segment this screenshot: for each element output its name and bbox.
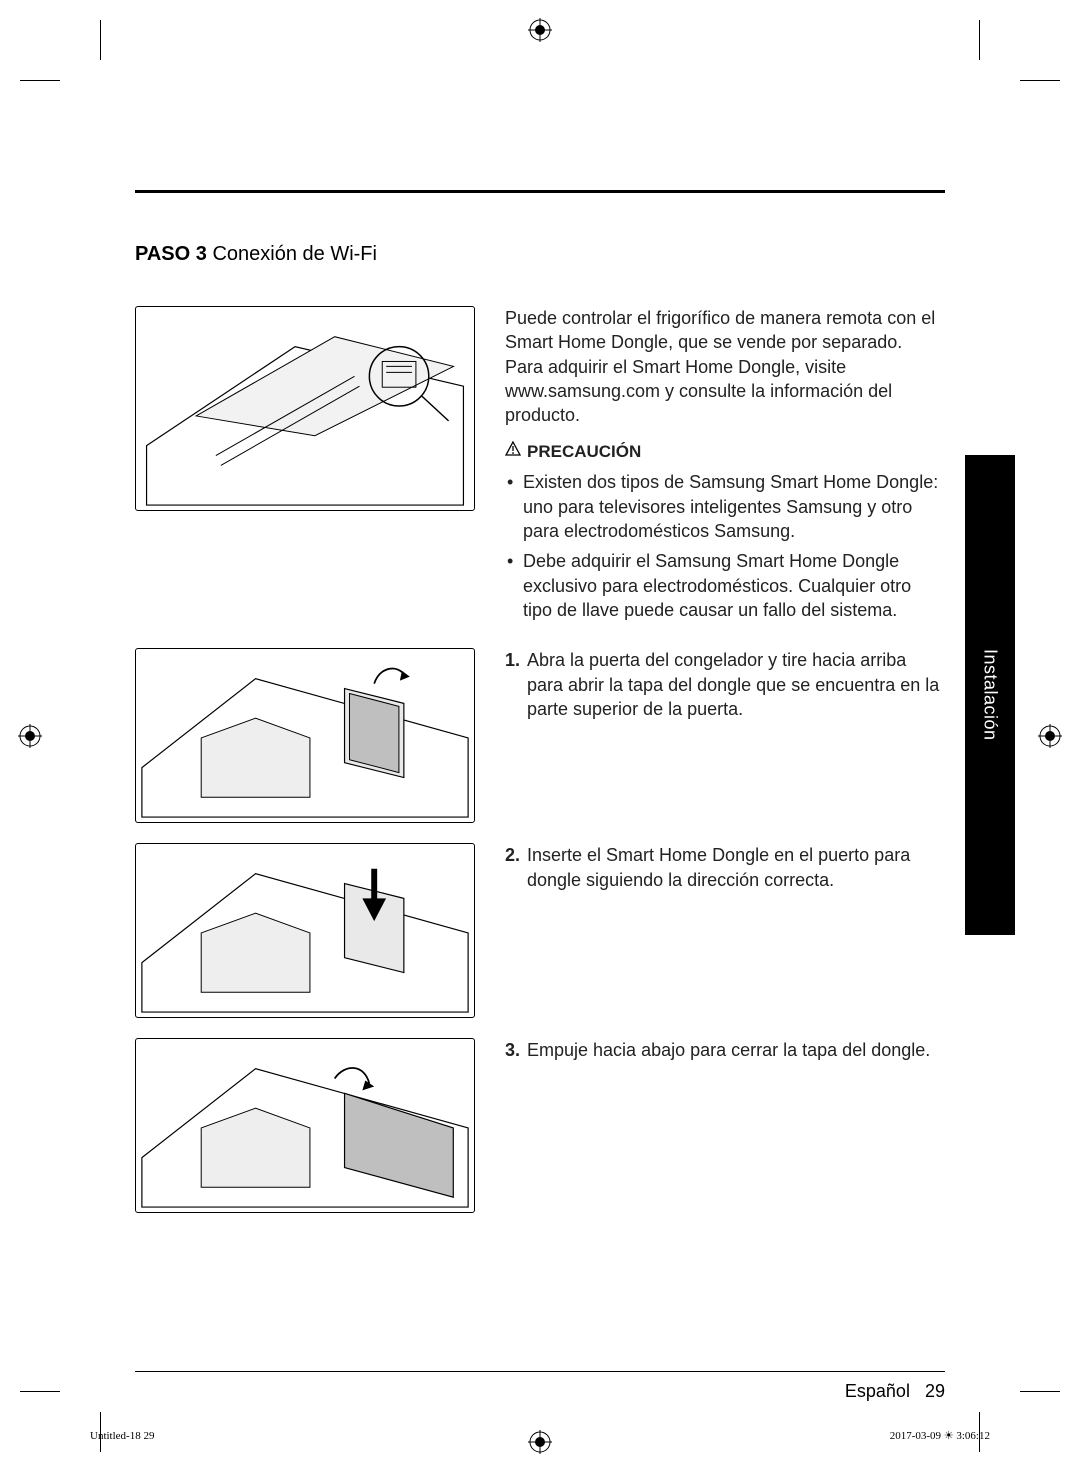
crop-tick bbox=[20, 1391, 60, 1392]
figure-2-container bbox=[135, 648, 475, 823]
page-content: PASO 3 Conexión de Wi-Fi Puede controlar… bbox=[135, 190, 945, 1372]
figure-4-container bbox=[135, 1038, 475, 1213]
crop-tick bbox=[100, 20, 101, 60]
crop-tick bbox=[979, 20, 980, 60]
figure-1-container bbox=[135, 306, 475, 628]
figure-3 bbox=[135, 843, 475, 1018]
caution-list: Existen dos tipos de Samsung Smart Home … bbox=[505, 470, 945, 622]
footer-page: 29 bbox=[925, 1381, 945, 1401]
step-title: Conexión de Wi-Fi bbox=[212, 243, 377, 265]
step-2-text-col: 2. Inserte el Smart Home Dongle en el pu… bbox=[505, 843, 945, 1018]
step-text: Inserte el Smart Home Dongle en el puert… bbox=[527, 845, 910, 889]
step-number-label: 3. bbox=[505, 1038, 520, 1062]
step-3-text-col: 3. Empuje hacia abajo para cerrar la tap… bbox=[505, 1038, 945, 1213]
crop-tick bbox=[1020, 80, 1060, 81]
row-step-2: 2. Inserte el Smart Home Dongle en el pu… bbox=[135, 843, 945, 1018]
crop-tick bbox=[1020, 1391, 1060, 1392]
footer-rule bbox=[135, 1371, 945, 1372]
row-intro: Puede controlar el frigorífico de manera… bbox=[135, 306, 945, 628]
caution-item: Existen dos tipos de Samsung Smart Home … bbox=[523, 470, 945, 543]
step-1-text-col: 1. Abra la puerta del congelador y tire … bbox=[505, 648, 945, 823]
footer-text: Español 29 bbox=[845, 1381, 945, 1402]
step-item: 2. Inserte el Smart Home Dongle en el pu… bbox=[527, 843, 945, 892]
row-step-3: 3. Empuje hacia abajo para cerrar la tap… bbox=[135, 1038, 945, 1213]
step-heading: PASO 3 Conexión de Wi-Fi bbox=[135, 243, 945, 266]
step-number: 3 bbox=[196, 243, 207, 265]
registration-mark-icon bbox=[528, 1430, 552, 1454]
print-meta-left: Untitled-18 29 bbox=[90, 1430, 154, 1442]
crop-tick bbox=[20, 80, 60, 81]
caution-label: PRECAUCIÓN bbox=[527, 442, 641, 461]
step-number-label: 2. bbox=[505, 843, 520, 867]
print-meta-right: 2017-03-09 ☀ 3:06:12 bbox=[890, 1429, 990, 1442]
section-tab: Instalación bbox=[965, 455, 1015, 935]
registration-mark-icon bbox=[18, 724, 42, 748]
caution-item: Debe adquirir el Samsung Smart Home Dong… bbox=[523, 549, 945, 622]
intro-text: Puede controlar el frigorífico de manera… bbox=[505, 306, 945, 427]
step-item: 3. Empuje hacia abajo para cerrar la tap… bbox=[527, 1038, 945, 1062]
footer-lang: Español bbox=[845, 1381, 910, 1401]
section-tab-label: Instalación bbox=[980, 649, 1001, 741]
top-rule bbox=[135, 190, 945, 193]
step-number-label: 1. bbox=[505, 648, 520, 672]
step-text: Abra la puerta del congelador y tire hac… bbox=[527, 650, 939, 719]
registration-mark-icon bbox=[1038, 724, 1062, 748]
figure-4 bbox=[135, 1038, 475, 1213]
step-prefix: PASO bbox=[135, 243, 190, 265]
warning-icon bbox=[505, 441, 521, 464]
step-item: 1. Abra la puerta del congelador y tire … bbox=[527, 648, 945, 721]
figure-2 bbox=[135, 648, 475, 823]
figure-3-container bbox=[135, 843, 475, 1018]
caution-heading: PRECAUCIÓN bbox=[505, 441, 945, 464]
intro-column: Puede controlar el frigorífico de manera… bbox=[505, 306, 945, 628]
figure-1 bbox=[135, 306, 475, 511]
registration-mark-icon bbox=[528, 18, 552, 42]
row-step-1: 1. Abra la puerta del congelador y tire … bbox=[135, 648, 945, 823]
step-text: Empuje hacia abajo para cerrar la tapa d… bbox=[527, 1040, 930, 1060]
